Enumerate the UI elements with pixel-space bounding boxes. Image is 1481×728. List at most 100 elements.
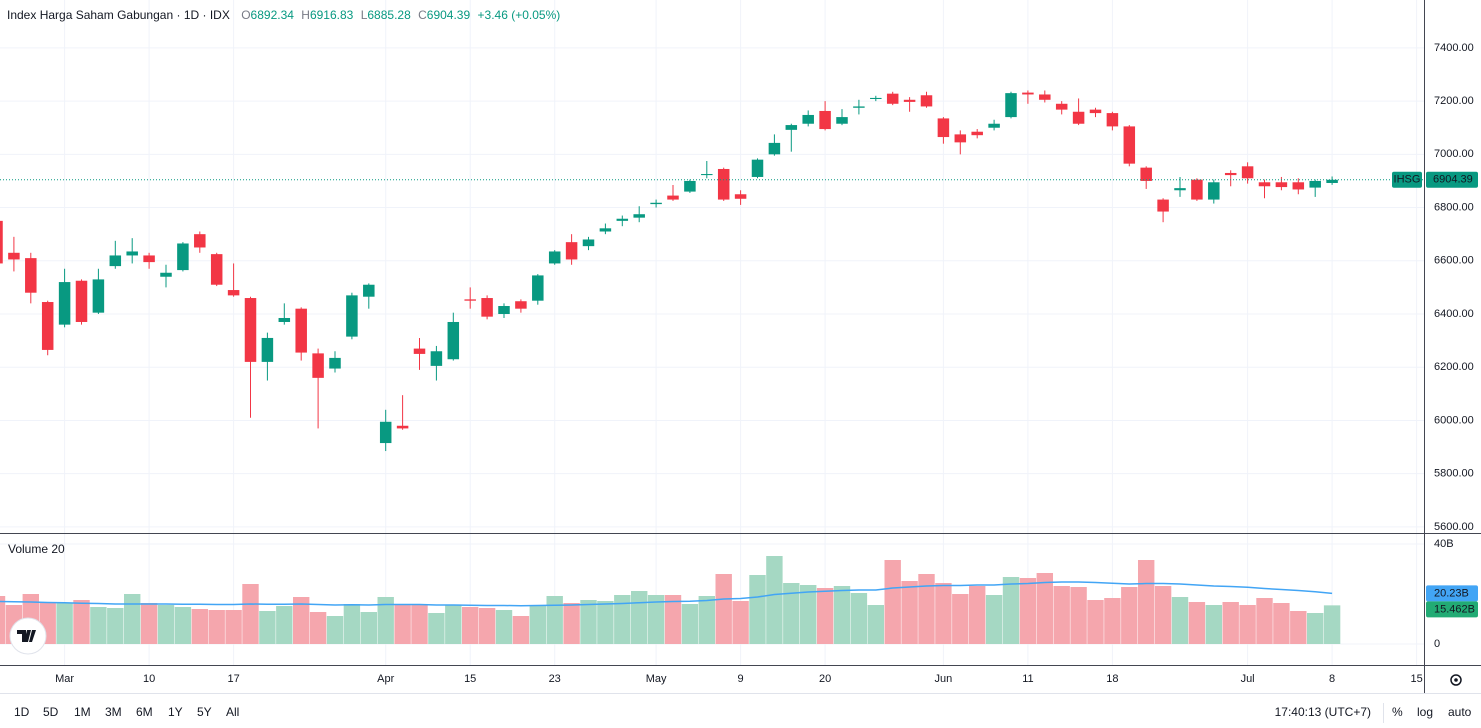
- volume-bar: [1188, 602, 1206, 644]
- volume-bar: [664, 595, 682, 644]
- volume-bar: [0, 596, 6, 644]
- candle-body: [312, 353, 324, 378]
- volume-bar: [580, 600, 597, 644]
- volume-bar: [647, 595, 665, 644]
- volume-bar: [107, 608, 124, 644]
- x-tick-label: Apr: [377, 673, 394, 685]
- volume-bar: [326, 616, 344, 644]
- volume-bar: [1036, 573, 1053, 644]
- volume-bar: [242, 584, 259, 644]
- volume-tick-label: 40B: [1434, 538, 1454, 550]
- exchange: IDX: [210, 8, 230, 22]
- candle-body: [379, 421, 392, 444]
- high-value: 6916.83: [310, 8, 354, 22]
- volume-bar: [597, 601, 614, 644]
- candle-body: [1174, 188, 1186, 191]
- volume-bar: [563, 603, 580, 644]
- volume-bar: [867, 605, 884, 644]
- volume-bar: [495, 610, 513, 644]
- range-button[interactable]: 6M: [136, 705, 153, 719]
- volume-badge: [1426, 601, 1478, 618]
- candle-body: [177, 243, 189, 271]
- x-tick-label: 23: [549, 673, 561, 685]
- candle-body: [58, 282, 71, 325]
- scale-button[interactable]: %: [1392, 705, 1403, 719]
- candle-body: [244, 298, 257, 362]
- y-tick-label: 6600.00: [1434, 255, 1474, 267]
- volume-bar: [800, 585, 817, 644]
- y-tick-label: 6000.00: [1434, 414, 1474, 426]
- x-tick-label: 10: [143, 673, 155, 685]
- scale-button[interactable]: log: [1417, 705, 1433, 719]
- volume-bar: [462, 607, 479, 644]
- volume-bar: [1104, 598, 1121, 644]
- y-tick-label: 7400.00: [1434, 42, 1474, 54]
- candle-body: [971, 131, 983, 136]
- x-tick-label: 8: [1329, 673, 1335, 685]
- candle-body: [464, 299, 476, 301]
- candle-body: [295, 308, 307, 353]
- volume-bar: [816, 588, 834, 644]
- candle-body: [751, 159, 764, 177]
- range-button[interactable]: 5D: [43, 705, 59, 719]
- range-button[interactable]: 1M: [74, 705, 91, 719]
- volume-bar: [732, 601, 749, 644]
- volume-bar: [1154, 586, 1172, 644]
- volume-bar: [343, 604, 361, 644]
- volume-bar: [884, 560, 901, 644]
- interval: 1D: [184, 8, 200, 22]
- candle-body: [92, 279, 105, 313]
- separator: ·: [176, 8, 180, 22]
- clock: 17:40:13 (UTC+7): [1275, 705, 1371, 719]
- range-button[interactable]: All: [226, 705, 239, 719]
- volume-bar: [985, 595, 1003, 644]
- open-value: 6892.34: [251, 8, 295, 22]
- candle-body: [565, 242, 578, 260]
- candle-body: [870, 97, 882, 99]
- low-key: L: [361, 8, 368, 22]
- ma-badge-label: 20.23B: [1434, 587, 1469, 599]
- volume-bar: [394, 605, 411, 644]
- candle-body: [1292, 182, 1305, 190]
- candle-body: [582, 239, 595, 247]
- candle-body: [819, 110, 831, 130]
- volume-bar: [935, 583, 952, 644]
- candle-body: [548, 251, 561, 264]
- range-button[interactable]: 1D: [14, 705, 30, 719]
- volume-bar: [1053, 586, 1070, 644]
- open-key: O: [241, 8, 250, 22]
- volume-bar: [546, 596, 563, 644]
- settings-icon[interactable]: [1450, 674, 1462, 686]
- volume-bar: [191, 609, 208, 644]
- candle-body: [413, 348, 426, 354]
- scale-button[interactable]: auto: [1448, 705, 1472, 719]
- candle-body: [1208, 182, 1220, 200]
- volume-bar: [174, 607, 192, 644]
- logo: [9, 617, 47, 655]
- volume-bar: [783, 583, 800, 644]
- legend-header: Index Harga Saham Gabungan · 1D · IDX O6…: [7, 8, 560, 22]
- candle-body: [1275, 182, 1288, 188]
- candle-body: [650, 202, 662, 205]
- x-tick-label: Jun: [935, 673, 953, 685]
- volume-bar: [157, 605, 175, 644]
- volume-title: Volume 20: [8, 542, 65, 556]
- candle-body: [1241, 166, 1254, 179]
- x-tick-label: 15: [1410, 673, 1422, 685]
- y-tick-label: 6200.00: [1434, 361, 1474, 373]
- x-tick-label: May: [646, 673, 667, 685]
- volume-bar: [360, 612, 377, 644]
- volume-bar: [259, 611, 276, 644]
- candle-body: [1123, 126, 1136, 164]
- range-button[interactable]: 3M: [105, 705, 122, 719]
- y-tick-label: 6800.00: [1434, 201, 1474, 213]
- candle-body: [1089, 109, 1102, 114]
- volume-bar: [1290, 611, 1307, 644]
- candle-body: [1224, 172, 1237, 176]
- volume-ma-line: [0, 581, 1333, 607]
- candle-body: [836, 117, 848, 124]
- range-button[interactable]: 1Y: [168, 705, 183, 719]
- volume-bar: [1323, 605, 1341, 644]
- ticker-badge: [1392, 171, 1422, 188]
- range-button[interactable]: 5Y: [197, 705, 212, 719]
